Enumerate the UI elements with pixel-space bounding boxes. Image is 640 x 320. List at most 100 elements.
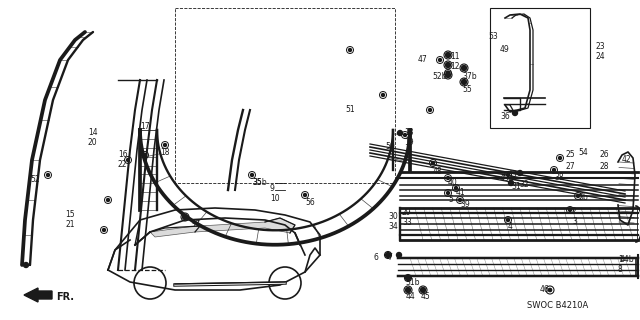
Text: 23: 23 (595, 42, 605, 51)
Text: 8: 8 (618, 265, 623, 274)
Text: 44: 44 (406, 292, 416, 301)
Circle shape (506, 219, 509, 221)
Text: 16: 16 (118, 150, 127, 159)
Text: 35b: 35b (252, 178, 267, 187)
Circle shape (463, 67, 465, 69)
Circle shape (406, 276, 410, 279)
Text: 47: 47 (418, 55, 428, 64)
Text: 25: 25 (565, 150, 575, 159)
Circle shape (422, 289, 424, 292)
Circle shape (447, 53, 449, 57)
Text: 44b: 44b (620, 255, 635, 264)
Text: 37: 37 (190, 220, 200, 229)
Text: 10: 10 (270, 194, 280, 203)
Text: 13: 13 (404, 128, 413, 137)
Text: 22: 22 (118, 160, 127, 169)
Text: 20: 20 (88, 138, 98, 147)
Text: 38: 38 (554, 173, 564, 182)
Text: 31: 31 (511, 182, 520, 191)
Circle shape (24, 262, 29, 268)
Text: 9: 9 (270, 184, 275, 193)
Text: 55: 55 (462, 85, 472, 94)
Text: 1: 1 (618, 255, 623, 264)
Text: 33: 33 (402, 218, 412, 227)
Text: 56: 56 (305, 198, 315, 207)
Circle shape (406, 276, 410, 281)
Circle shape (447, 74, 449, 76)
Text: 43b: 43b (500, 174, 515, 183)
Circle shape (127, 158, 129, 162)
Text: 28: 28 (600, 162, 609, 171)
Circle shape (429, 108, 431, 111)
Text: 43: 43 (508, 170, 518, 179)
Circle shape (518, 171, 522, 175)
Circle shape (577, 195, 579, 197)
Text: 29: 29 (402, 208, 412, 217)
Circle shape (397, 131, 403, 135)
Circle shape (513, 110, 518, 116)
Text: 39: 39 (460, 200, 470, 209)
Circle shape (454, 187, 458, 189)
Circle shape (420, 287, 426, 292)
Circle shape (445, 73, 451, 77)
Text: FR.: FR. (56, 292, 74, 302)
Text: 49: 49 (500, 45, 509, 54)
Text: 17: 17 (140, 122, 150, 131)
Circle shape (250, 173, 253, 177)
Text: 14: 14 (88, 128, 98, 137)
Circle shape (387, 253, 390, 257)
Circle shape (403, 133, 406, 137)
Text: 6: 6 (374, 253, 379, 262)
Text: 11: 11 (450, 52, 460, 61)
Circle shape (447, 177, 449, 180)
Text: 12: 12 (450, 62, 460, 71)
Circle shape (349, 49, 351, 52)
Text: 24: 24 (595, 52, 605, 61)
Circle shape (106, 198, 109, 202)
Text: 50: 50 (385, 142, 395, 151)
Text: 21: 21 (65, 220, 74, 229)
Text: 41: 41 (456, 188, 466, 197)
Circle shape (385, 252, 390, 258)
Circle shape (397, 252, 401, 258)
Circle shape (182, 214, 188, 220)
Circle shape (303, 194, 307, 196)
Text: 51: 51 (345, 105, 355, 114)
Circle shape (461, 79, 467, 84)
Circle shape (447, 63, 449, 67)
Circle shape (438, 59, 442, 61)
Circle shape (568, 209, 572, 212)
Circle shape (506, 173, 509, 177)
Circle shape (461, 66, 467, 70)
Circle shape (458, 198, 461, 202)
Text: 7: 7 (387, 253, 392, 262)
Text: 52: 52 (30, 175, 40, 184)
Text: 4: 4 (508, 222, 513, 231)
Circle shape (163, 143, 166, 147)
Circle shape (406, 289, 410, 292)
Text: 37b: 37b (462, 72, 477, 81)
Circle shape (184, 215, 186, 219)
Circle shape (47, 173, 49, 177)
Text: 53: 53 (488, 32, 498, 41)
Text: 2: 2 (572, 207, 577, 216)
Circle shape (431, 162, 435, 164)
Text: 31b: 31b (405, 278, 419, 287)
Circle shape (463, 81, 465, 84)
Text: 42: 42 (622, 155, 632, 164)
Text: 54: 54 (578, 148, 588, 157)
Circle shape (447, 71, 449, 75)
Text: 30: 30 (388, 212, 397, 221)
Polygon shape (150, 218, 295, 237)
Text: 15: 15 (65, 210, 75, 219)
Text: 36: 36 (500, 112, 509, 121)
Text: 32: 32 (519, 180, 529, 189)
Text: 46: 46 (540, 285, 550, 294)
Text: 19: 19 (404, 138, 413, 147)
Circle shape (509, 180, 513, 186)
Text: 5b: 5b (578, 193, 588, 202)
Text: 48: 48 (433, 167, 443, 176)
Circle shape (559, 156, 561, 159)
Text: 3: 3 (572, 217, 577, 226)
Circle shape (548, 289, 552, 292)
